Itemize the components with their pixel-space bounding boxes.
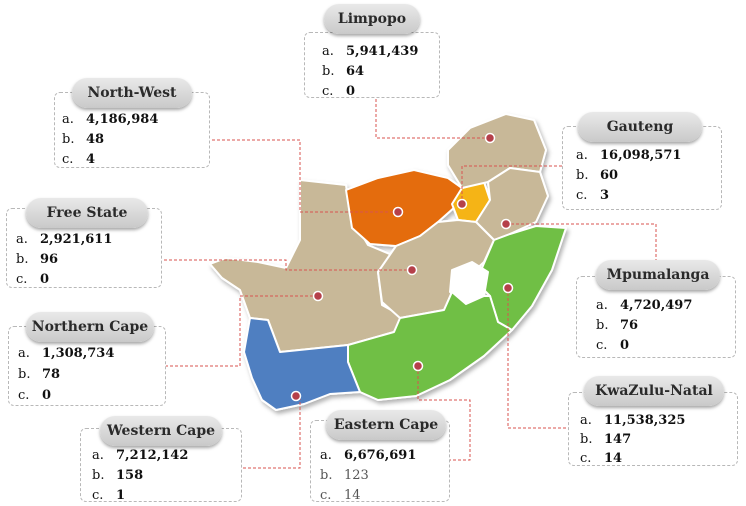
kwazulu-natal-value-b: b. 147 (580, 432, 632, 447)
north-west-value-b: b. 48 (62, 132, 105, 147)
marker-free-state (406, 264, 418, 276)
region-north-west (345, 169, 463, 247)
marker-northern-cape (312, 290, 324, 302)
leader-line-north-west (210, 139, 398, 213)
mpumalanga-value-a: a. 4,720,497 (596, 298, 693, 313)
label-kwazulu-natal: KwaZulu-Natal (584, 376, 724, 406)
leader-line-gauteng (461, 165, 562, 204)
marker-north-west (392, 206, 404, 218)
marker-mpumalanga (500, 218, 512, 230)
leader-line-kwazulu-natal (507, 288, 568, 429)
eastern-cape-value-b: b. 123 (320, 468, 369, 483)
north-west-value-c: c. 4 (62, 152, 96, 167)
western-cape-value-a: a. 7,212,142 (92, 448, 189, 463)
gauteng-value-a: a. 16,098,571 (576, 148, 682, 163)
western-cape-value-c: c. 1 (92, 488, 126, 503)
leader-line-mpumalanga (506, 223, 657, 276)
leader-line-northern-cape (166, 295, 318, 367)
northern-cape-value-b: b. 78 (18, 367, 61, 382)
northern-cape-value-a: a. 1,308,734 (18, 346, 115, 361)
kwazulu-natal-value-a: a. 11,538,325 (580, 413, 686, 428)
limpopo-value-b: b. 64 (322, 64, 365, 79)
region-mpumalanga (475, 167, 549, 241)
leader-line-limpopo (375, 98, 490, 139)
mpumalanga-value-c: c. 0 (596, 338, 630, 353)
marker-eastern-cape (412, 360, 424, 372)
north-west-value-a: a. 4,186,984 (62, 112, 159, 127)
label-limpopo: Limpopo (324, 4, 420, 34)
label-mpumalanga: Mpumalanga (596, 260, 720, 290)
card-limpopo (304, 32, 440, 98)
leader-line-free-state (162, 259, 412, 271)
free-state-value-a: a. 2,921,611 (16, 232, 113, 247)
northern-cape-value-c: c. 0 (18, 388, 52, 403)
label-free-state: Free State (26, 198, 148, 228)
leader-line-eastern-cape (417, 366, 471, 461)
region-western-cape (243, 317, 361, 411)
label-north-west: North-West (72, 78, 192, 108)
eastern-cape-value-c: c. 14 (320, 488, 361, 503)
western-cape-value-b: b. 158 (92, 468, 144, 483)
free-state-value-b: b. 96 (16, 252, 59, 267)
eastern-cape-value-a: a. 6,676,691 (320, 448, 417, 463)
marker-limpopo (484, 132, 496, 144)
limpopo-value-c: c. 0 (322, 84, 356, 99)
kwazulu-natal-value-c: c. 14 (580, 451, 623, 466)
limpopo-value-a: a. 5,941,439 (322, 44, 419, 59)
marker-western-cape (290, 390, 302, 402)
mpumalanga-value-b: b. 76 (596, 318, 639, 333)
marker-gauteng (456, 198, 468, 210)
gauteng-value-c: c. 3 (576, 188, 610, 203)
gauteng-value-b: b. 60 (576, 168, 619, 183)
free-state-value-c: c. 0 (16, 272, 50, 287)
marker-kwazulu-natal (502, 282, 514, 294)
label-western-cape: Western Cape (100, 416, 222, 446)
label-northern-cape: Northern Cape (26, 312, 154, 342)
label-eastern-cape: Eastern Cape (326, 410, 446, 440)
label-gauteng: Gauteng (578, 112, 702, 142)
